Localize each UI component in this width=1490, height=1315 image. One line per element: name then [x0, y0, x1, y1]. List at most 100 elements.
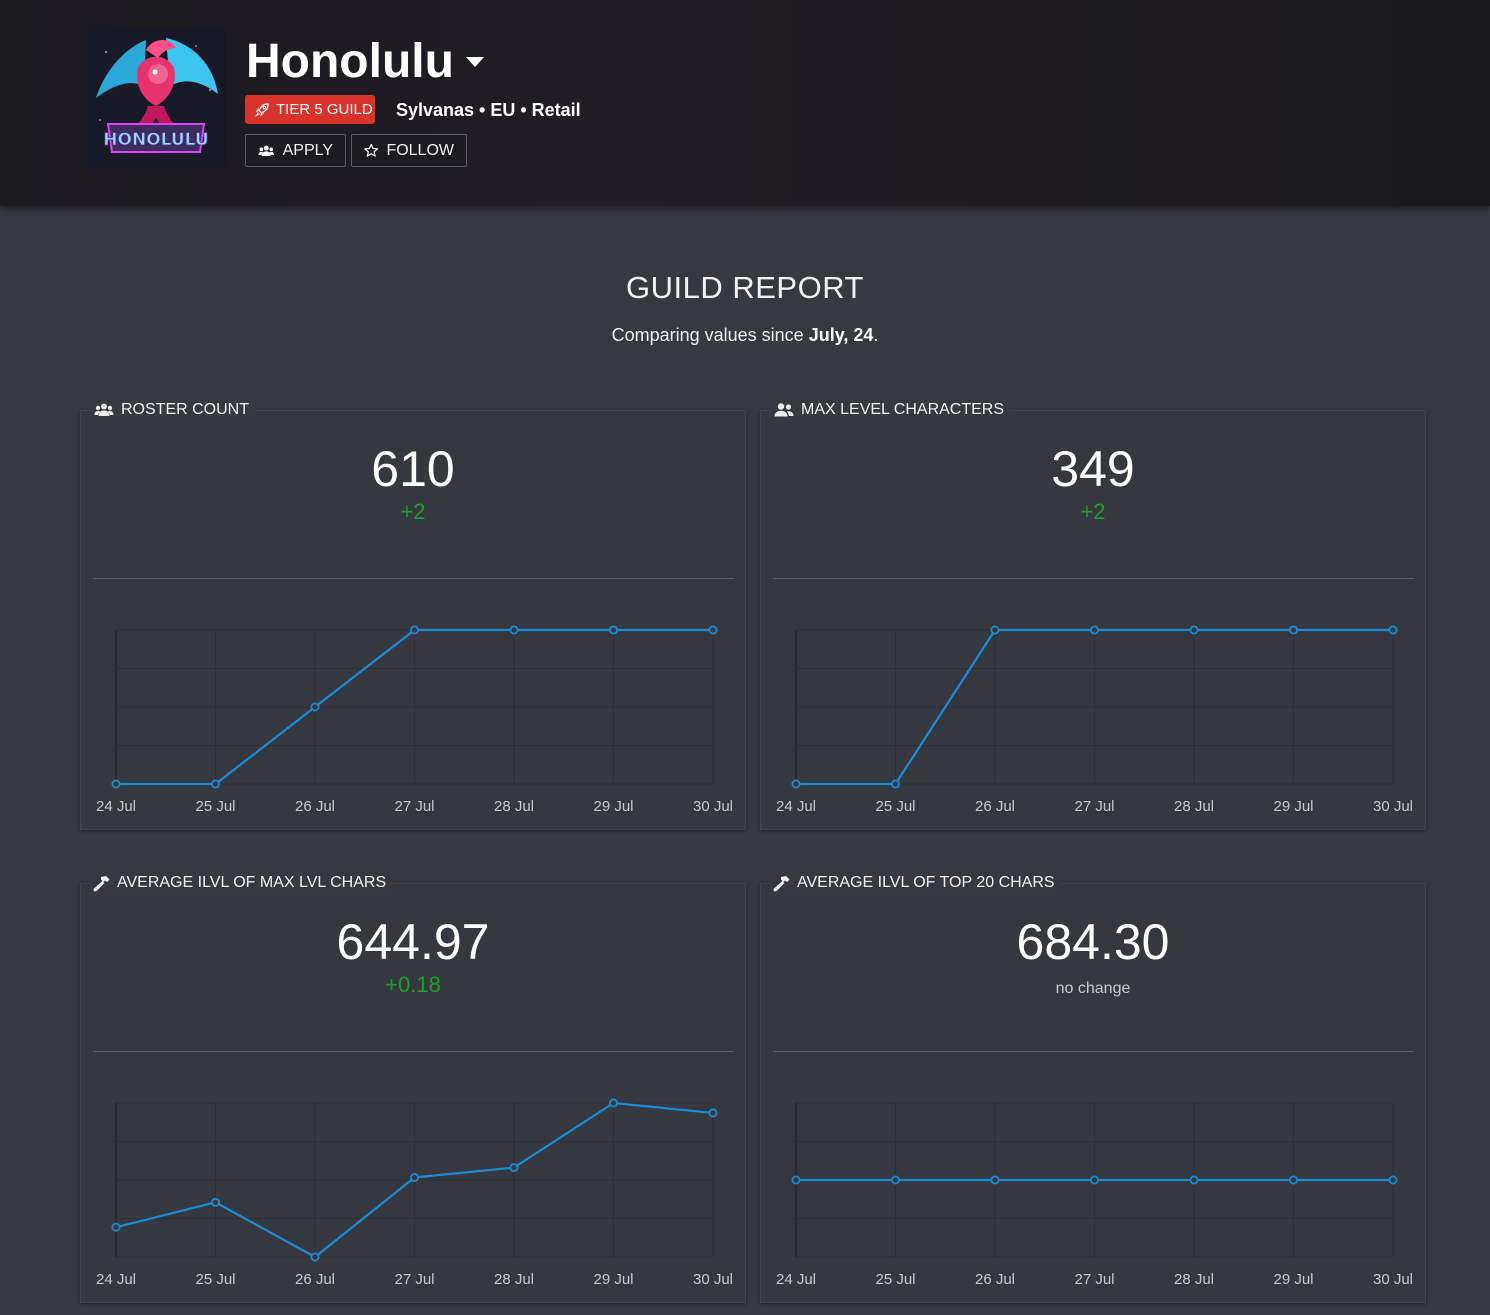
average-ilvl-max-lvl-card: AVERAGE ILVL OF MAX LVL CHARS 644.97 +0.… — [80, 872, 746, 1303]
tier-badge: TIER 5 GUILD — [245, 95, 375, 124]
x-tick-label: 27 Jul — [1074, 798, 1114, 815]
x-tick-label: 28 Jul — [1174, 1271, 1214, 1288]
x-tick-label: 26 Jul — [975, 1271, 1015, 1288]
x-tick-label: 28 Jul — [494, 798, 534, 815]
chart-grid — [115, 1102, 714, 1258]
roster-count-chart: 24 Jul 25 Jul 26 Jul 27 Jul 28 Jul 29 Jul 30 J… — [81, 591, 745, 831]
caret-down-icon[interactable] — [465, 57, 484, 67]
x-tick-label: 26 Jul — [295, 798, 335, 815]
roster-count-card: ROSTER COUNT 610 +2 24 Jul 25 Jul 26 Jul 27… — [80, 399, 746, 831]
x-tick-label: 29 Jul — [593, 798, 633, 815]
x-tick-label: 24 Jul — [776, 798, 816, 815]
x-tick-label: 28 Jul — [494, 1271, 534, 1288]
data-point — [310, 702, 320, 712]
x-tick-label: 24 Jul — [96, 1271, 136, 1288]
data-point — [409, 625, 419, 635]
data-point — [1189, 1175, 1199, 1185]
data-point — [1089, 625, 1099, 635]
metric-delta: no change — [1055, 980, 1131, 997]
x-tick-label: 24 Jul — [96, 798, 136, 815]
guild-name: Honolulu — [246, 35, 454, 88]
x-tick-label: 30 Jul — [1373, 1271, 1413, 1288]
x-tick-label: 29 Jul — [1273, 1271, 1313, 1288]
x-tick-label: 26 Jul — [295, 1271, 335, 1288]
follow-button[interactable]: FOLLOW — [351, 134, 467, 167]
chart-grid — [795, 629, 1394, 785]
data-point — [791, 779, 801, 789]
data-point — [990, 625, 1000, 635]
max-level-characters-card: MAX LEVEL CHARACTERS 349 +2 24 Jul 25 Jul… — [760, 399, 1426, 830]
data-point — [890, 1175, 900, 1185]
users-icon — [94, 403, 114, 416]
x-tick-label: 24 Jul — [776, 1271, 816, 1288]
divider — [93, 1051, 734, 1052]
data-point — [890, 779, 900, 789]
apply-button[interactable]: APPLY — [245, 134, 346, 167]
report-since-date: July, 24 — [808, 325, 874, 345]
data-point — [1388, 1175, 1398, 1185]
data-point — [1289, 1175, 1299, 1185]
data-point — [609, 1098, 619, 1108]
card-label: MAX LEVEL CHARACTERS — [769, 399, 1011, 421]
divider — [773, 578, 1414, 579]
metric-value: 349 — [1051, 441, 1135, 497]
phoenix-emblem-icon: HONOLULU — [86, 28, 226, 168]
x-tick-label: 27 Jul — [1074, 1271, 1114, 1288]
data-point — [708, 1108, 718, 1118]
data-point — [708, 625, 718, 635]
x-tick-label: 27 Jul — [394, 1271, 434, 1288]
x-tick-label: 27 Jul — [394, 798, 434, 815]
x-tick-label: 30 Jul — [693, 1271, 733, 1288]
line-chart: 24 Jul 25 Jul 26 Jul 27 Jul 28 Jul 29 Jul 30 J… — [96, 625, 733, 815]
metric-delta: +2 — [400, 499, 426, 524]
divider — [93, 578, 734, 579]
report-subtitle-suffix: . — [873, 325, 879, 345]
divider — [773, 1051, 1414, 1052]
metric-value: 684.30 — [1016, 914, 1170, 970]
card-label: AVERAGE ILVL OF MAX LVL CHARS — [89, 872, 393, 894]
card-title: MAX LEVEL CHARACTERS — [801, 401, 1005, 418]
line-chart: 24 Jul 25 Jul 26 Jul 27 Jul 28 Jul 29 Jul 30 J… — [776, 625, 1413, 815]
guild-header: HONOLULU Honolulu TIER 5 GUILD Sylvanas … — [0, 0, 1490, 206]
data-point — [210, 779, 220, 789]
data-point — [210, 1197, 220, 1207]
x-tick-label: 25 Jul — [195, 798, 235, 815]
x-tick-label: 25 Jul — [875, 798, 915, 815]
data-point — [1089, 1175, 1099, 1185]
report-title: GUILD REPORT — [626, 270, 864, 305]
average-ilvl-top-20-chart: 24 Jul 25 Jul 26 Jul 27 Jul 28 Jul 29 Jul 30 J… — [761, 1064, 1425, 1304]
x-tick-label: 29 Jul — [1273, 798, 1313, 815]
data-point — [509, 625, 519, 635]
metric-delta: +2 — [1080, 499, 1106, 524]
metric-value: 644.97 — [336, 914, 490, 970]
hammer-icon — [93, 875, 110, 892]
average-ilvl-top-20-card: AVERAGE ILVL OF TOP 20 CHARS 684.30 no c… — [760, 872, 1426, 1304]
star-outline-icon — [364, 143, 379, 157]
x-tick-label: 30 Jul — [1373, 798, 1413, 815]
x-tick-label: 25 Jul — [195, 1271, 235, 1288]
hammer-icon — [773, 875, 790, 892]
card-title: AVERAGE ILVL OF TOP 20 CHARS — [797, 874, 1055, 891]
guild-name-selector[interactable]: Honolulu — [246, 34, 484, 90]
data-point — [409, 1173, 419, 1183]
report-subtitle: Comparing values since July, 24. — [0, 322, 1490, 348]
report-subtitle-prefix: Comparing values since — [611, 325, 809, 345]
data-point — [1189, 625, 1199, 635]
card-title: AVERAGE ILVL OF MAX LVL CHARS — [117, 874, 387, 891]
data-point — [1289, 625, 1299, 635]
user-friends-icon — [774, 403, 794, 417]
data-point — [509, 1163, 519, 1173]
tier-badge-label: TIER 5 GUILD — [276, 101, 373, 118]
chart-grid — [115, 629, 714, 785]
apply-label: APPLY — [282, 142, 333, 159]
logo-wordmark: HONOLULU — [103, 130, 208, 150]
data-point — [1388, 625, 1398, 635]
guild-logo: HONOLULU — [86, 28, 226, 168]
line-chart: 24 Jul 25 Jul 26 Jul 27 Jul 28 Jul 29 Jul 30 J… — [776, 1102, 1413, 1288]
data-point — [310, 1252, 320, 1262]
metric-value: 610 — [371, 441, 455, 497]
rocket-icon — [255, 103, 269, 117]
users-icon — [258, 145, 275, 156]
metric-delta: +0.18 — [385, 972, 441, 997]
data-point — [111, 1222, 121, 1232]
